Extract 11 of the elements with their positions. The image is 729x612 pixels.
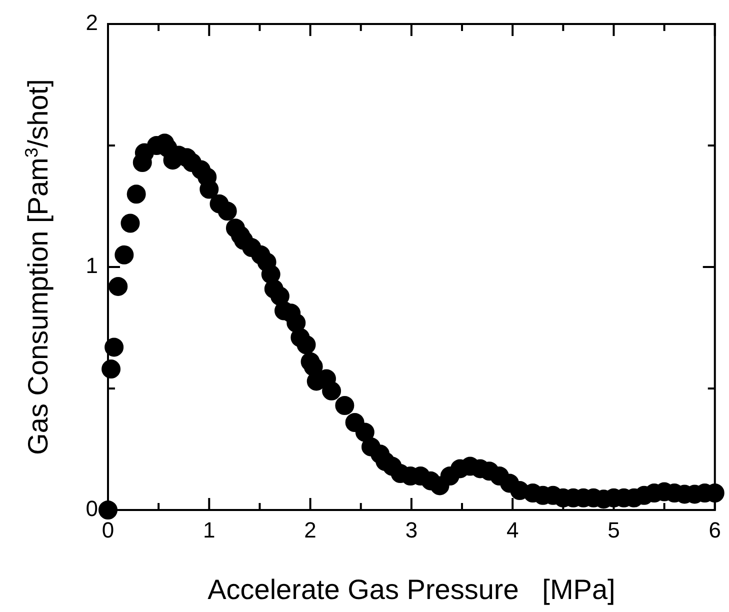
x-tick-label: 2 [304, 517, 316, 542]
x-tick-label: 3 [405, 517, 418, 542]
x-tick-label: 6 [708, 517, 722, 542]
x-tick-label: 0 [102, 517, 114, 542]
x-axis-title: Accelerate Gas Pressure [MPa] [208, 574, 616, 605]
y-tick-label: 1 [86, 253, 98, 278]
y-tick-label: 2 [86, 10, 98, 36]
x-tick-label: 5 [608, 517, 620, 542]
x-tick-label: 1 [203, 517, 216, 542]
x-tick-label: 4 [506, 517, 519, 542]
y-tick-label: 0 [86, 496, 98, 522]
